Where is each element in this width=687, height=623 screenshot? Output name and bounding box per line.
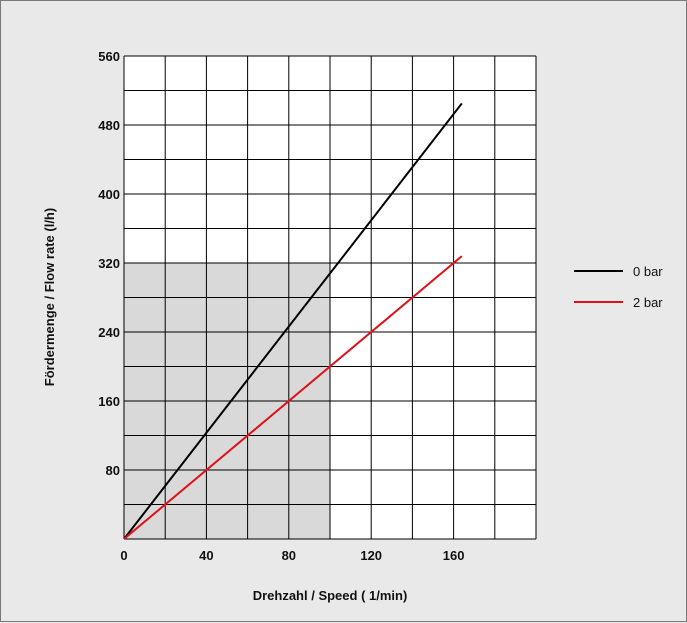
legend: 0 bar 2 bar (574, 264, 663, 310)
y-tick-label: 80 (106, 463, 120, 478)
x-tick-label: 120 (360, 548, 382, 563)
legend-label: 2 bar (633, 295, 663, 310)
series-line-0-bar (123, 102, 463, 540)
x-tick-label: 160 (443, 548, 465, 563)
y-axis-title: Fördermenge / Flow rate (l/h) (42, 208, 57, 386)
series-group (123, 102, 463, 540)
y-tick-label: 240 (98, 325, 120, 340)
x-tick-label: 0 (120, 548, 127, 563)
y-tick-label: 560 (98, 49, 120, 64)
series-line-2-bar (123, 255, 463, 540)
x-axis-title: Drehzahl / Speed ( 1/min) (253, 588, 408, 603)
tick-labels: 0 40 80 120 160 80 160 240 320 400 480 560 (98, 49, 464, 563)
y-tick-label: 400 (98, 187, 120, 202)
y-tick-label: 320 (98, 256, 120, 271)
y-tick-label: 160 (98, 394, 120, 409)
x-tick-label: 80 (282, 548, 296, 563)
x-tick-label: 40 (199, 548, 213, 563)
legend-label: 0 bar (633, 264, 663, 279)
y-tick-label: 480 (98, 118, 120, 133)
